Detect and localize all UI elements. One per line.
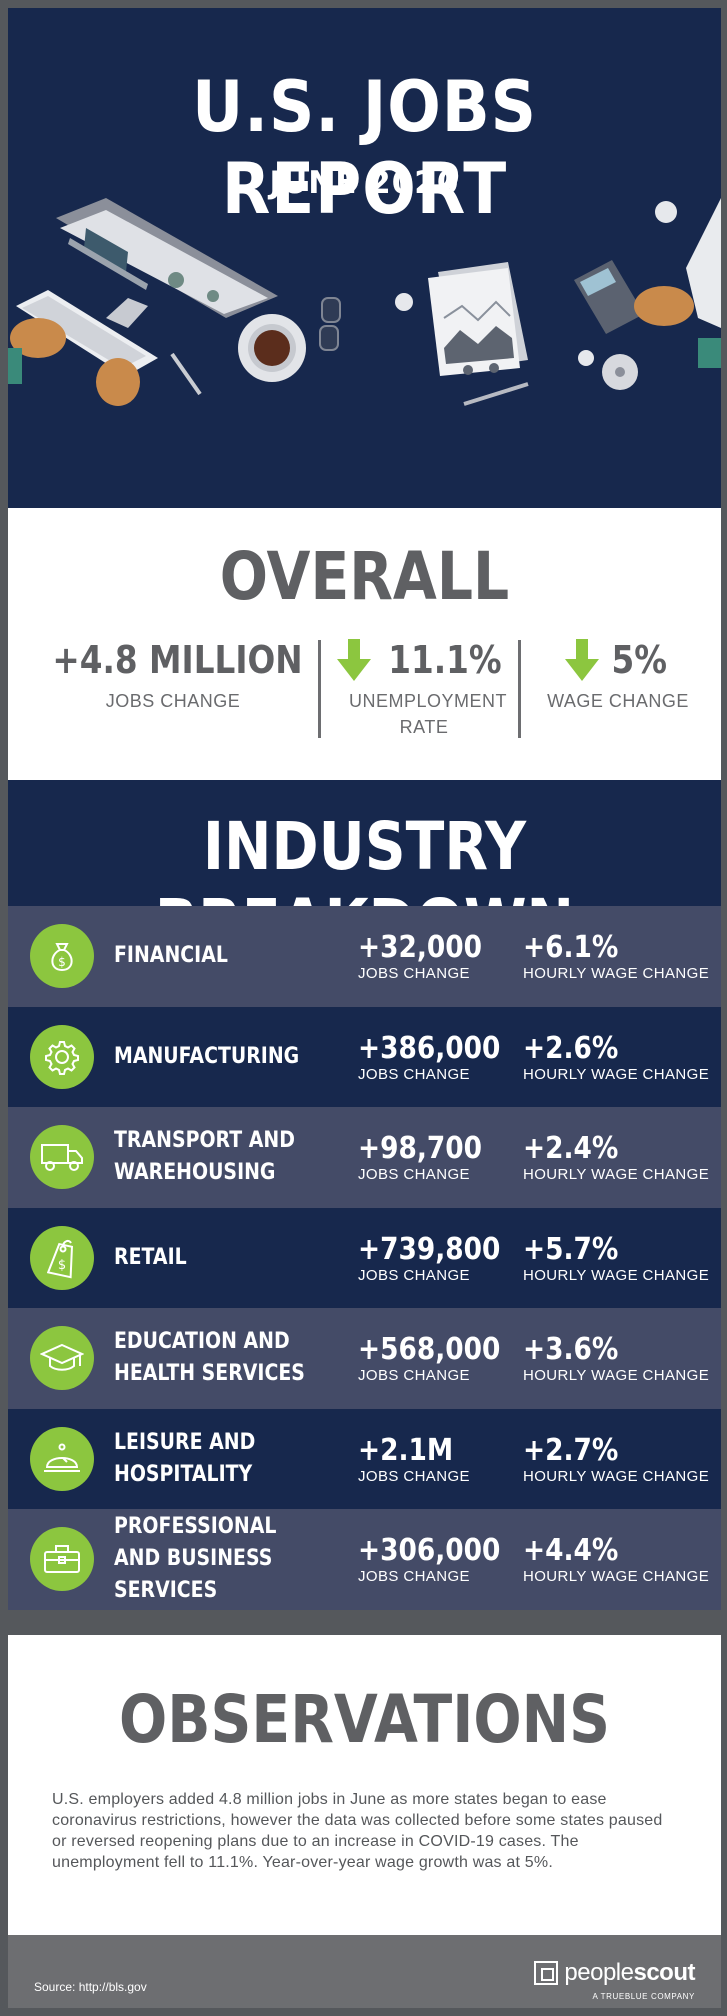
wage-change-value: +6.1%	[523, 930, 619, 965]
observations-text: U.S. employers added 4.8 million jobs in…	[52, 1791, 663, 1871]
observations-section: OBSERVATIONS U.S. employers added 4.8 mi…	[8, 1635, 721, 1935]
infographic: U.S. JOBS REPORT JUNE 2020	[8, 8, 721, 2008]
wage-change-value: +4.4%	[523, 1533, 619, 1568]
hero-section: U.S. JOBS REPORT JUNE 2020	[8, 8, 721, 508]
stat-unemployment-rate: 11.1% UNEMPLOYMENT RATE	[334, 638, 514, 740]
toolbox-icon	[44, 1545, 80, 1573]
stat-label: JOBS CHANGE	[105, 691, 241, 711]
industry-list: $ FINANCIAL +32,000 JOBS CHANGE +6.1% HOUR…	[8, 906, 721, 1610]
industry-row-leisure-hospitality: LEISURE AND HOSPITALITY +2.1M JOBS CHANGE…	[8, 1408, 721, 1509]
industry-row-professional-business: PROFESSIONAL AND BUSINESS SERVICES +306,…	[8, 1509, 721, 1610]
jobs-change-label: JOBS CHANGE	[358, 1166, 470, 1183]
jobs-change-value: +306,000	[358, 1533, 501, 1568]
brand-name-scout: scout	[633, 1959, 695, 1986]
service-bell-icon	[44, 1443, 80, 1472]
wage-change-label: HOURLY WAGE CHANGE	[523, 1266, 710, 1284]
wage-change-label: HOURLY WAGE CHANGE	[523, 1065, 710, 1083]
gear-icon	[45, 1040, 79, 1075]
industry-name: LEISURE AND HOSPITALITY	[114, 1429, 256, 1487]
stat-value: +4.8 MILLION	[51, 638, 303, 682]
stat-wage-change: 5% WAGE CHANGE	[534, 638, 702, 714]
industry-row-education-health: EDUCATION AND HEALTH SERVICES +568,000 JO…	[8, 1308, 721, 1409]
desk-illustration	[8, 198, 721, 406]
observations-title: OBSERVATIONS	[119, 1681, 610, 1758]
stat-value: 5%	[611, 638, 667, 682]
arrow-down-icon	[337, 639, 372, 681]
industry-name: RETAIL	[114, 1244, 187, 1270]
jobs-change-value: +568,000	[358, 1332, 501, 1367]
footer: Source: http://bls.gov peoplescout A TRU…	[8, 1935, 721, 2008]
price-tag-icon: $	[47, 1239, 74, 1278]
jobs-change-label: JOBS CHANGE	[358, 1467, 470, 1485]
industry-row-manufacturing: MANUFACTURING +386,000 JOBS CHANGE +2.6% H…	[8, 1006, 721, 1107]
industry-row-transport: TRANSPORT AND WAREHOUSING +98,700 JOBS CH…	[8, 1107, 721, 1208]
brand-tagline: A TRUEBLUE COMPANY	[592, 1992, 695, 2001]
logo-mark-icon	[534, 1961, 559, 1985]
jobs-change-label: JOBS CHANGE	[358, 965, 470, 982]
wage-change-value: +2.7%	[523, 1432, 619, 1468]
industry-icon-badge: $	[30, 1225, 94, 1290]
graduation-cap-icon	[40, 1343, 84, 1371]
industry-icon-badge	[30, 1527, 94, 1591]
money-bag-icon: $	[51, 943, 73, 972]
wage-change-value: +5.7%	[523, 1231, 619, 1267]
truck-icon	[41, 1144, 83, 1171]
jobs-change-label: JOBS CHANGE	[358, 1266, 470, 1284]
monitor-illustration	[56, 198, 278, 328]
industry-breakdown-header: INDUSTRY BREAKDOWN	[8, 780, 721, 962]
jobs-change-value: +739,800	[358, 1231, 501, 1267]
overall-title: OVERALL	[219, 538, 510, 615]
industry-name: EDUCATION AND HEALTH SERVICES	[114, 1329, 305, 1387]
jobs-change-value: +2.1M	[358, 1432, 454, 1468]
industry-name: PROFESSIONAL AND BUSINESS SERVICES	[114, 1514, 277, 1604]
source-link[interactable]: Source: http://bls.gov	[34, 1980, 147, 1994]
svg-text:$: $	[58, 1258, 66, 1273]
industry-name: MANUFACTURING	[114, 1043, 300, 1069]
wage-change-label: HOURLY WAGE CHANGE	[523, 1467, 710, 1485]
jobs-change-label: JOBS CHANGE	[358, 1065, 470, 1083]
peoplescout-logo: peoplescout	[534, 1959, 695, 1987]
stat-label: WAGE CHANGE	[547, 691, 689, 711]
jobs-change-value: +386,000	[358, 1030, 501, 1066]
page-title: U.S. JOBS REPORT	[192, 66, 537, 230]
industry-icon-badge	[30, 1426, 94, 1491]
industry-icon-badge	[30, 1326, 94, 1390]
divider	[318, 640, 321, 738]
jobs-change-label: JOBS CHANGE	[358, 1367, 470, 1384]
jobs-change-value: +32,000	[358, 930, 482, 965]
industry-row-financial: $ FINANCIAL +32,000 JOBS CHANGE +6.1% HOUR…	[8, 906, 721, 1007]
wage-change-label: HOURLY WAGE CHANGE	[523, 1166, 710, 1183]
industry-row-retail: $ RETAIL +739,800 JOBS CHANGE +5.7% HOURLY…	[8, 1207, 721, 1308]
industry-icon-badge: $	[30, 924, 94, 988]
overall-section: OVERALL +4.8 MILLION JOBS CHANGE	[8, 508, 721, 780]
brand-name-people: people	[564, 1959, 634, 1986]
industry-name: TRANSPORT AND WAREHOUSING	[114, 1128, 295, 1186]
wage-change-label: HOURLY WAGE CHANGE	[523, 1568, 710, 1585]
wage-change-value: +2.6%	[523, 1030, 619, 1066]
page-subtitle: JUNE 2020	[269, 165, 460, 201]
industry-icon-badge	[30, 1024, 94, 1089]
wage-change-label: HOURLY WAGE CHANGE	[523, 965, 710, 982]
jobs-change-value: +98,700	[358, 1131, 482, 1166]
industry-icon-badge	[30, 1125, 94, 1189]
wage-change-value: +2.4%	[523, 1131, 619, 1166]
industry-name: FINANCIAL	[114, 943, 228, 969]
stat-jobs-change: +4.8 MILLION JOBS CHANGE	[32, 638, 314, 714]
jobs-change-label: JOBS CHANGE	[358, 1568, 470, 1585]
stat-label: UNEMPLOYMENT RATE	[349, 691, 508, 737]
arrow-down-icon	[564, 639, 599, 681]
wage-change-value: +3.6%	[523, 1332, 619, 1367]
divider	[518, 640, 521, 738]
stat-value: 11.1%	[388, 638, 502, 682]
wage-change-label: HOURLY WAGE CHANGE	[523, 1367, 710, 1384]
svg-text:$: $	[58, 955, 66, 969]
